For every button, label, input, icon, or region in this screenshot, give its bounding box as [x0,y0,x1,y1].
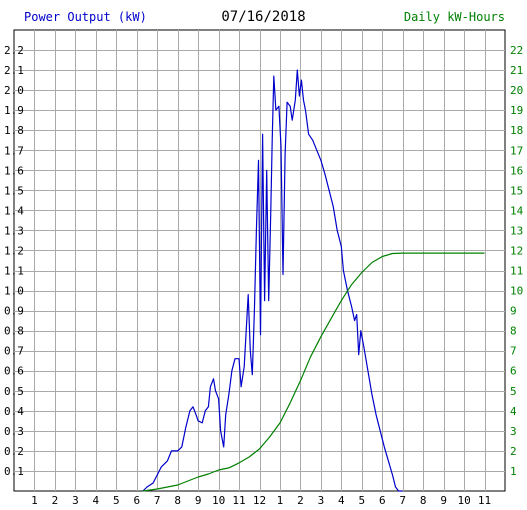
y-right-tick-label: 10 [510,285,523,298]
x-tick-label: 1 [277,494,284,507]
y-right-tick-label: 2 [510,445,517,458]
y-right-tick-label: 14 [510,204,524,217]
y-left-tick-label: 1.6 [4,164,24,177]
right-axis-title: Daily kW-Hours [403,10,505,24]
y-right-tick-label: 5 [510,385,517,398]
y-left-tick-label: 0.5 [4,385,24,398]
x-tick-label: 4 [93,494,100,507]
y-right-tick-label: 22 [510,44,523,57]
x-tick-label: 4 [338,494,345,507]
x-tick-label: 9 [195,494,202,507]
y-right-tick-label: 7 [510,345,517,358]
chart-date-title: 07/16/2018 [221,9,306,25]
x-tick-label: 8 [420,494,427,507]
x-tick-label: 12 [253,494,266,507]
x-tick-label: 3 [72,494,79,507]
y-right-tick-label: 17 [510,144,523,157]
y-right-tick-label: 19 [510,104,523,117]
y-left-tick-label: 0.1 [4,465,24,478]
x-tick-label: 10 [212,494,225,507]
y-right-tick-label: 20 [510,84,523,97]
y-right-tick-label: 4 [510,405,517,418]
y-left-tick-label: 1.5 [4,184,24,197]
x-tick-label: 8 [174,494,181,507]
x-tick-label: 6 [133,494,140,507]
y-left-tick-label: 0.6 [4,365,24,378]
y-left-tick-label: 1.3 [4,224,24,237]
x-tick-label: 11 [232,494,245,507]
y-left-tick-label: 1.9 [4,104,24,117]
y-left-tick-label: 0.2 [4,445,24,458]
y-right-tick-label: 15 [510,184,523,197]
x-tick-label: 7 [399,494,406,507]
x-tick-label: 3 [318,494,325,507]
x-tick-label: 6 [379,494,386,507]
y-left-tick-label: 1.0 [4,285,24,298]
y-right-tick-label: 8 [510,325,517,338]
y-left-tick-label: 1.4 [4,204,24,217]
y-right-tick-label: 6 [510,365,517,378]
y-left-tick-label: 0.7 [4,345,24,358]
x-tick-label: 7 [154,494,161,507]
y-right-tick-label: 3 [510,425,517,438]
y-left-tick-label: 2.0 [4,84,24,97]
x-tick-label: 10 [457,494,470,507]
series-line-daily-kwh [142,252,485,492]
x-tick-label: 1 [31,494,38,507]
y-right-tick-label: 13 [510,224,523,237]
y-left-tick-label: 1.8 [4,124,24,137]
y-right-tick-label: 18 [510,124,523,137]
y-right-tick-label: 12 [510,244,523,257]
y-right-tick-label: 21 [510,64,523,77]
x-tick-label: 5 [358,494,365,507]
y-right-tick-label: 1 [510,465,517,478]
y-left-tick-label: 1.2 [4,244,24,257]
y-left-tick-label: 0.3 [4,425,24,438]
y-left-tick-label: 0.9 [4,305,24,318]
x-tick-label: 2 [297,494,304,507]
y-right-tick-label: 9 [510,305,517,318]
y-left-tick-label: 0.4 [4,405,24,418]
y-left-tick-label: 2.1 [4,64,24,77]
left-axis-title: Power Output (kW) [24,10,147,24]
y-left-tick-label: 2.2 [4,44,24,57]
x-tick-label: 5 [113,494,120,507]
y-right-tick-label: 16 [510,164,523,177]
x-tick-label: 2 [52,494,59,507]
y-right-tick-label: 11 [510,265,523,278]
series-line-power-output [142,69,403,492]
x-tick-label: 9 [440,494,447,507]
y-left-tick-label: 0.8 [4,325,24,338]
y-left-tick-label: 1.1 [4,265,24,278]
x-tick-label: 11 [478,494,491,507]
y-left-tick-label: 1.7 [4,144,24,157]
